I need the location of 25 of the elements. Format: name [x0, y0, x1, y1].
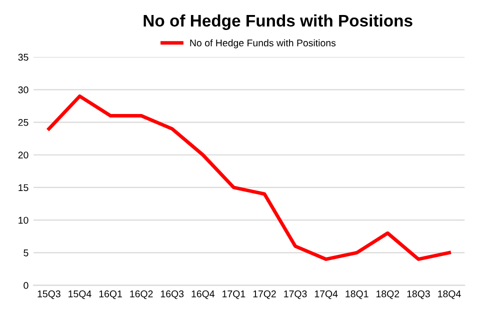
x-tick-label: 17Q1 — [222, 290, 246, 300]
chart-title: No of Hedge Funds with Positions — [144, 14, 412, 30]
x-tick-label: 16Q1 — [99, 290, 122, 300]
y-tick-label: 5 — [24, 250, 28, 256]
x-tick-label: 17Q4 — [314, 290, 338, 300]
y-tick-label: 10 — [18, 216, 28, 224]
x-tick-label: 18Q4 — [438, 290, 461, 300]
x-tick-label: 17Q2 — [253, 290, 276, 300]
x-tick-label: 15Q3 — [38, 290, 60, 300]
line-series — [47, 94, 451, 261]
x-tick-label: 18Q2 — [376, 290, 400, 300]
x-tick-label: 17Q3 — [284, 290, 307, 300]
x-tick-label: 16Q2 — [130, 290, 153, 300]
y-tick-label: 25 — [18, 119, 28, 126]
x-tick-label: 18Q3 — [407, 290, 430, 300]
x-tick-label: 16Q3 — [160, 290, 184, 300]
y-tick-label: 0 — [24, 282, 28, 289]
x-tick-label: 15Q4 — [68, 290, 92, 300]
x-tick-label: 18Q1 — [346, 290, 368, 300]
y-tick-label: 35 — [18, 54, 28, 61]
x-tick-label: 16Q4 — [192, 290, 214, 300]
y-tick-label: 20 — [18, 152, 28, 158]
legend-label: No of Hedge Funds with Positions — [190, 39, 336, 48]
y-tick-label: 15 — [18, 184, 28, 192]
y-tick-label: 30 — [18, 86, 28, 94]
